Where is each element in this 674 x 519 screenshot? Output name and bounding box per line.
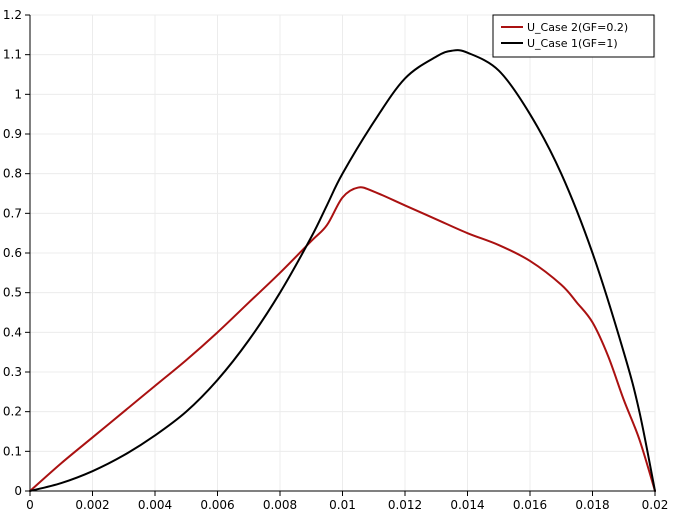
grid <box>29 14 656 492</box>
x-tick-label: 0.008 <box>263 498 297 512</box>
y-tick-label: 0.8 <box>3 167 22 181</box>
x-tick-label: 0.02 <box>642 498 669 512</box>
y-tick-label: 0.5 <box>3 286 22 300</box>
x-tick-label: 0.016 <box>513 498 547 512</box>
y-tick-label: 0.4 <box>3 325 22 339</box>
x-tick-label: 0.018 <box>575 498 609 512</box>
y-tick-label: 0.1 <box>3 444 22 458</box>
y-tick-label: 1 <box>14 87 22 101</box>
legend-label: U_Case 2(GF=0.2) <box>527 21 628 34</box>
y-tick-label: 1.2 <box>3 8 22 22</box>
x-tick-label: 0.012 <box>388 498 422 512</box>
y-tick-label: 0.2 <box>3 405 22 419</box>
x-tick-label: 0.01 <box>329 498 356 512</box>
y-tick-label: 1.1 <box>3 48 22 62</box>
series-line-1 <box>29 186 656 492</box>
ticks: 0 0.1 0.2 0.3 0.4 0.5 0.6 0.7 0.8 0.9 1 1.1 1.2 0 0.00… <box>3 8 668 512</box>
legend-box <box>492 14 655 58</box>
x-tick-label: 0.004 <box>138 498 172 512</box>
legend: U_Case 2(GF=0.2) U_Case 1(GF=1) <box>492 14 655 58</box>
series-lines <box>29 49 656 492</box>
series-line-2 <box>29 49 656 492</box>
y-tick-label: 0.9 <box>3 127 22 141</box>
legend-label: U_Case 1(GF=1) <box>527 37 618 50</box>
y-tick-label: 0.7 <box>3 206 22 220</box>
y-tick-label: 0 <box>14 484 22 498</box>
x-tick-label: 0.002 <box>75 498 109 512</box>
y-tick-label: 0.3 <box>3 365 22 379</box>
x-tick-label: 0.006 <box>200 498 234 512</box>
y-tick-label: 0.6 <box>3 246 22 260</box>
x-tick-label: 0.014 <box>450 498 484 512</box>
x-tick-label: 0 <box>26 498 34 512</box>
